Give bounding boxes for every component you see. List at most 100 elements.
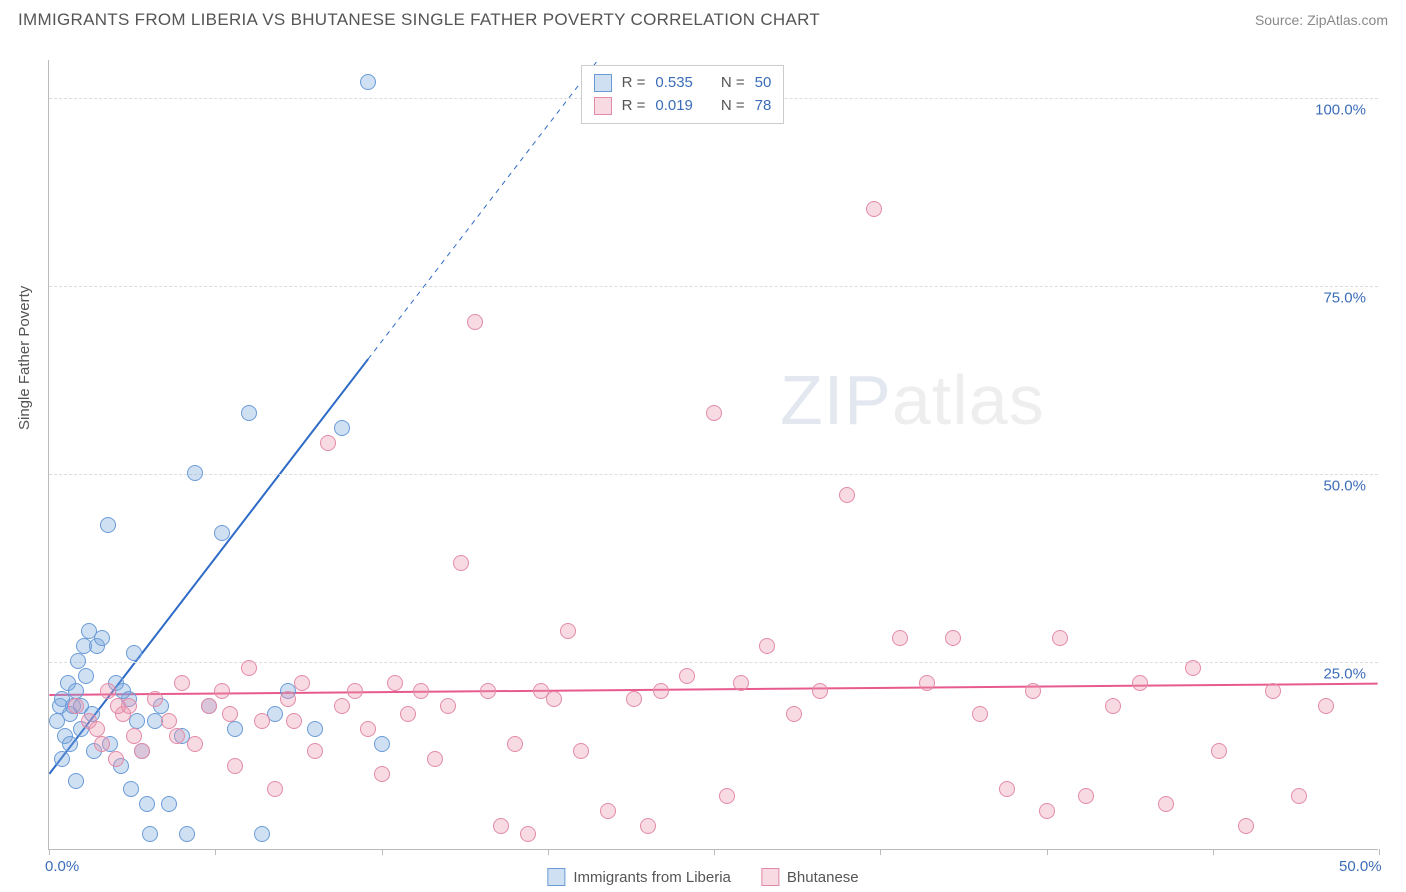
data-point <box>174 675 190 691</box>
data-point <box>254 826 270 842</box>
data-point <box>227 721 243 737</box>
data-point <box>374 736 390 752</box>
gridline <box>49 286 1378 287</box>
data-point <box>222 706 238 722</box>
data-point <box>187 465 203 481</box>
data-point <box>653 683 669 699</box>
data-point <box>999 781 1015 797</box>
legend-row: R = 0.535 N = 50 <box>594 72 772 95</box>
data-point <box>94 736 110 752</box>
data-point <box>214 683 230 699</box>
x-tick <box>215 849 216 855</box>
data-point <box>161 713 177 729</box>
data-point <box>68 698 84 714</box>
source-link[interactable]: ZipAtlas.com <box>1307 12 1388 28</box>
data-point <box>480 683 496 699</box>
legend-swatch <box>547 868 565 886</box>
legend-item: Immigrants from Liberia <box>547 868 731 886</box>
data-point <box>892 630 908 646</box>
y-tick-label: 75.0% <box>1323 289 1366 306</box>
data-point <box>573 743 589 759</box>
n-value: 78 <box>755 95 772 118</box>
data-point <box>387 675 403 691</box>
r-label: R = <box>622 72 646 95</box>
x-tick <box>880 849 881 855</box>
x-tick <box>1213 849 1214 855</box>
data-point <box>320 435 336 451</box>
data-point <box>507 736 523 752</box>
data-point <box>126 645 142 661</box>
data-point <box>1318 698 1334 714</box>
data-point <box>413 683 429 699</box>
data-point <box>110 698 126 714</box>
data-point <box>400 706 416 722</box>
data-point <box>600 803 616 819</box>
data-point <box>1238 818 1254 834</box>
chart-title: IMMIGRANTS FROM LIBERIA VS BHUTANESE SIN… <box>18 10 820 30</box>
gridline <box>49 474 1378 475</box>
data-point <box>267 781 283 797</box>
data-point <box>142 826 158 842</box>
legend-swatch <box>594 97 612 115</box>
data-point <box>70 653 86 669</box>
data-point <box>280 691 296 707</box>
data-point <box>334 698 350 714</box>
data-point <box>307 721 323 737</box>
data-point <box>147 691 163 707</box>
r-value: 0.535 <box>655 72 693 95</box>
data-point <box>866 201 882 217</box>
data-point <box>626 691 642 707</box>
data-point <box>241 660 257 676</box>
data-point <box>161 796 177 812</box>
x-tick <box>1379 849 1380 855</box>
r-label: R = <box>622 95 646 118</box>
data-point <box>123 781 139 797</box>
legend-swatch <box>761 868 779 886</box>
data-point <box>115 683 131 699</box>
data-point <box>227 758 243 774</box>
data-point <box>360 74 376 90</box>
data-point <box>108 751 124 767</box>
data-point <box>214 525 230 541</box>
x-tick <box>548 849 549 855</box>
data-point <box>786 706 802 722</box>
data-point <box>334 420 350 436</box>
scatter-chart: ZIPatlas 25.0%50.0%75.0%100.0%0.0%50.0% … <box>48 60 1378 850</box>
watermark: ZIPatlas <box>780 360 1045 440</box>
data-point <box>520 826 536 842</box>
data-point <box>1185 660 1201 676</box>
n-label: N = <box>721 72 745 95</box>
data-point <box>100 517 116 533</box>
data-point <box>1291 788 1307 804</box>
data-point <box>719 788 735 804</box>
data-point <box>68 773 84 789</box>
data-point <box>1211 743 1227 759</box>
data-point <box>1052 630 1068 646</box>
legend-swatch <box>594 74 612 92</box>
data-point <box>254 713 270 729</box>
x-tick-label: 50.0% <box>1339 858 1382 875</box>
n-label: N = <box>721 95 745 118</box>
legend-item: Bhutanese <box>761 868 859 886</box>
data-point <box>493 818 509 834</box>
data-point <box>440 698 456 714</box>
legend-label: Bhutanese <box>787 869 859 886</box>
y-axis-label: Single Father Poverty <box>16 286 33 430</box>
data-point <box>241 405 257 421</box>
x-tick <box>714 849 715 855</box>
data-point <box>126 728 142 744</box>
source-attribution: Source: ZipAtlas.com <box>1255 12 1388 28</box>
data-point <box>706 405 722 421</box>
data-point <box>286 713 302 729</box>
data-point <box>360 721 376 737</box>
data-point <box>1132 675 1148 691</box>
x-tick <box>382 849 383 855</box>
data-point <box>427 751 443 767</box>
data-point <box>640 818 656 834</box>
data-point <box>467 314 483 330</box>
data-point <box>134 743 150 759</box>
data-point <box>560 623 576 639</box>
x-tick-label: 0.0% <box>45 858 79 875</box>
y-tick-label: 25.0% <box>1323 665 1366 682</box>
data-point <box>78 668 94 684</box>
